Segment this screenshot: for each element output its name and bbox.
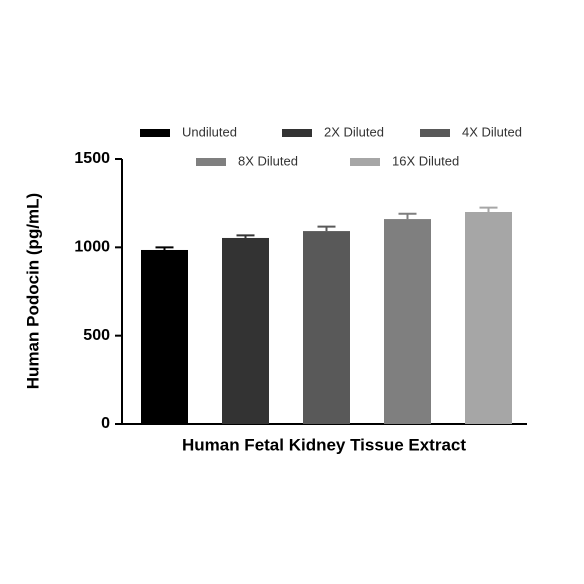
legend-label: 4X Diluted bbox=[462, 124, 522, 139]
legend-label: 16X Diluted bbox=[392, 153, 459, 168]
legend-swatch bbox=[140, 129, 170, 137]
bar bbox=[303, 231, 350, 424]
legend-label: Undiluted bbox=[182, 124, 237, 139]
y-axis-label: Human Podocin (pg/mL) bbox=[23, 193, 42, 389]
y-tick-label: 1500 bbox=[74, 150, 110, 167]
legend-swatch bbox=[282, 129, 312, 137]
bar bbox=[465, 212, 512, 424]
y-tick-label: 0 bbox=[101, 415, 110, 432]
legend-label: 2X Diluted bbox=[324, 124, 384, 139]
y-tick-label: 500 bbox=[83, 327, 110, 344]
legend-swatch bbox=[420, 129, 450, 137]
x-axis-label: Human Fetal Kidney Tissue Extract bbox=[182, 435, 466, 454]
y-tick-label: 1000 bbox=[74, 239, 110, 256]
legend-swatch bbox=[196, 158, 226, 166]
legend-label: 8X Diluted bbox=[238, 153, 298, 168]
legend-swatch bbox=[350, 158, 380, 166]
bar bbox=[384, 219, 431, 424]
bar bbox=[222, 237, 269, 424]
bar bbox=[141, 249, 188, 424]
